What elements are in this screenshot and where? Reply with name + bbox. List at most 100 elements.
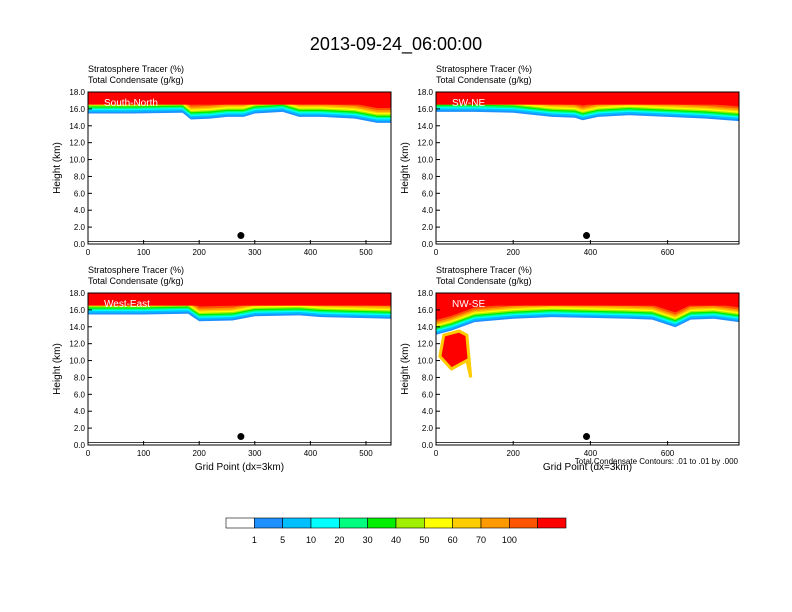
- footnote: Total Condensate Contours: .01 to .01 by…: [575, 457, 739, 466]
- tracer-intrusion: [438, 329, 473, 378]
- y-tick-label: 8.0: [74, 373, 86, 382]
- x-tick-label: 0: [434, 248, 439, 257]
- colorbar-swatch: [367, 517, 397, 529]
- y-tick-label: 2.0: [74, 223, 86, 232]
- colorbar-label: 100: [502, 535, 517, 545]
- colorbar-label: 20: [334, 535, 344, 545]
- y-tick-label: 6.0: [422, 189, 434, 198]
- x-tick-label: 0: [86, 449, 91, 458]
- y-tick-label: 18.0: [69, 289, 85, 298]
- y-tick-label: 12.0: [69, 139, 85, 148]
- y-tick-label: 4.0: [422, 407, 434, 416]
- y-tick-label: 6.0: [74, 189, 86, 198]
- x-tick-label: 0: [86, 248, 91, 257]
- y-axis-label: Height (km): [52, 343, 63, 395]
- colorbar-swatch: [339, 517, 368, 529]
- y-tick-label: 10.0: [417, 357, 433, 366]
- x-tick-label: 300: [248, 248, 262, 257]
- plot-area: [436, 92, 739, 244]
- location-marker: [237, 232, 245, 240]
- colorbar-label: 50: [419, 535, 429, 545]
- x-tick-label: 100: [137, 449, 151, 458]
- y-tick-label: 12.0: [69, 340, 85, 349]
- tracer-top: [88, 92, 391, 105]
- colorbar-swatch: [452, 517, 482, 529]
- x-tick-label: 200: [507, 449, 521, 458]
- plot-area: [88, 92, 391, 244]
- colorbar: 1 5 10 20 30 40 50 60 70 100: [225, 517, 567, 545]
- location-marker: [583, 232, 591, 240]
- colorbar-label: 40: [391, 535, 401, 545]
- y-tick-label: 4.0: [74, 206, 86, 215]
- y-tick-label: 4.0: [422, 206, 434, 215]
- panel-label: NW-SE: [452, 299, 485, 310]
- plot-frame: [87, 292, 392, 446]
- colorbar-label: 30: [363, 535, 373, 545]
- x-tick-label: 0: [434, 449, 439, 458]
- panel-label: South-North: [104, 98, 158, 109]
- panel-label: SW-NE: [452, 98, 485, 109]
- y-tick-label: 14.0: [69, 122, 85, 131]
- x-tick-label: 500: [359, 248, 373, 257]
- tracer-top: [436, 293, 739, 306]
- y-tick-label: 8.0: [422, 373, 434, 382]
- x-tick-label: 300: [248, 449, 262, 458]
- x-tick-label: 100: [137, 248, 151, 257]
- y-tick-label: 0.0: [74, 240, 86, 249]
- y-tick-label: 16.0: [69, 105, 85, 114]
- x-tick-label: 400: [584, 449, 598, 458]
- y-tick-label: 18.0: [69, 88, 85, 97]
- y-axis-label: Height (km): [400, 343, 411, 395]
- panel-subtitle: Total Condensate (g/kg): [436, 75, 532, 85]
- colorbar-label: 10: [306, 535, 316, 545]
- panel-subtitle: Stratosphere Tracer (%): [88, 265, 184, 275]
- plot-frame: [87, 91, 392, 245]
- panel-subtitle: Stratosphere Tracer (%): [436, 265, 532, 275]
- y-tick-label: 16.0: [69, 306, 85, 315]
- y-tick-label: 16.0: [417, 105, 433, 114]
- y-tick-label: 12.0: [417, 340, 433, 349]
- x-tick-label: 400: [584, 248, 598, 257]
- y-tick-label: 2.0: [74, 424, 86, 433]
- x-tick-label: 500: [359, 449, 373, 458]
- colorbar-swatch: [282, 517, 312, 529]
- y-tick-label: 18.0: [417, 88, 433, 97]
- plot-frame: [435, 292, 740, 446]
- colorbar-swatch: [225, 517, 255, 529]
- plot-frame: [435, 91, 740, 245]
- y-tick-label: 2.0: [422, 223, 434, 232]
- panel-subtitle: Stratosphere Tracer (%): [88, 64, 184, 74]
- y-tick-label: 6.0: [74, 390, 86, 399]
- y-tick-label: 18.0: [417, 289, 433, 298]
- x-tick-label: 400: [304, 248, 318, 257]
- y-tick-label: 6.0: [422, 390, 434, 399]
- plot-area: [88, 293, 391, 445]
- tracer-top: [88, 293, 391, 306]
- colorbar-swatch: [424, 517, 453, 529]
- panel-subtitle: Total Condensate (g/kg): [88, 75, 184, 85]
- panel-subtitle: Total Condensate (g/kg): [88, 276, 184, 286]
- y-axis-label: Height (km): [400, 142, 411, 194]
- plot-area: [436, 293, 739, 445]
- y-tick-label: 10.0: [69, 156, 85, 165]
- colorbar-label: 60: [448, 535, 458, 545]
- y-tick-label: 16.0: [417, 306, 433, 315]
- y-tick-label: 10.0: [417, 156, 433, 165]
- x-tick-label: 600: [661, 449, 675, 458]
- colorbar-label: 70: [476, 535, 486, 545]
- y-tick-label: 2.0: [422, 424, 434, 433]
- colorbar-label: 1: [252, 535, 257, 545]
- location-marker: [583, 433, 591, 441]
- tracer-top: [436, 92, 739, 105]
- x-axis-label: Grid Point (dx=3km): [543, 462, 632, 473]
- panel-label: West-East: [104, 299, 150, 310]
- panel-west-east: West-East Stratosphere Tracer (%)Total Co…: [52, 265, 392, 473]
- panel-subtitle: Total Condensate (g/kg): [436, 276, 532, 286]
- y-tick-label: 0.0: [74, 441, 86, 450]
- panel-subtitle: Stratosphere Tracer (%): [436, 64, 532, 74]
- x-tick-label: 400: [304, 449, 318, 458]
- colorbar-swatch: [537, 517, 567, 529]
